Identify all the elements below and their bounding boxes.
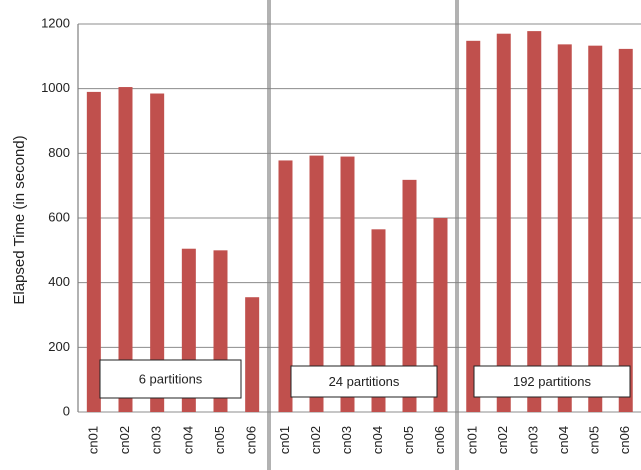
x-tick-label: cn03 — [339, 426, 354, 454]
x-tick-label: cn02 — [117, 426, 132, 454]
x-tick-label: cn06 — [432, 426, 447, 454]
bar — [340, 156, 355, 412]
x-tick-label: cn04 — [370, 426, 385, 454]
x-tick-label: cn06 — [617, 426, 632, 454]
y-tick-label: 0 — [63, 403, 70, 418]
x-tick-label: cn04 — [556, 426, 571, 454]
x-tick-label: cn03 — [149, 426, 164, 454]
bar — [86, 91, 101, 413]
annotation: 24 partitions — [329, 374, 400, 389]
y-tick-label: 200 — [48, 339, 70, 354]
x-tick-label: cn06 — [244, 426, 259, 454]
y-tick-label: 800 — [48, 145, 70, 160]
bar — [118, 87, 133, 413]
y-tick-label: 400 — [48, 274, 70, 289]
bar — [466, 40, 481, 413]
bar — [433, 218, 448, 412]
annotation-box — [473, 365, 631, 398]
x-tick-label: cn04 — [180, 426, 195, 454]
bar — [150, 93, 165, 413]
x-tick-label: cn02 — [495, 426, 510, 454]
bar — [618, 48, 633, 412]
annotation-box — [99, 359, 242, 399]
annotation-box — [290, 365, 438, 398]
y-tick-label: 1000 — [41, 80, 70, 95]
bar — [245, 297, 260, 412]
x-tick-label: cn03 — [526, 426, 541, 454]
bar — [278, 160, 293, 412]
x-tick-label: cn02 — [308, 426, 323, 454]
x-tick-label: cn01 — [85, 426, 100, 454]
y-tick-label: 600 — [48, 209, 70, 224]
annotation: 192 partitions — [513, 374, 592, 389]
bar — [309, 155, 324, 412]
y-axis-label: Elapsed Time (in second) — [11, 135, 28, 304]
bar — [557, 44, 572, 413]
bar — [588, 45, 603, 413]
x-tick-label: cn05 — [587, 426, 602, 454]
x-tick-label: cn05 — [212, 426, 227, 454]
x-tick-label: cn05 — [401, 426, 416, 454]
annotation: 6 partitions — [139, 371, 203, 386]
x-tick-label: cn01 — [465, 426, 480, 454]
bar — [527, 31, 542, 412]
y-tick-label: 1200 — [41, 15, 70, 30]
bar — [402, 179, 417, 412]
bar — [496, 33, 511, 412]
x-tick-label: cn01 — [277, 426, 292, 454]
